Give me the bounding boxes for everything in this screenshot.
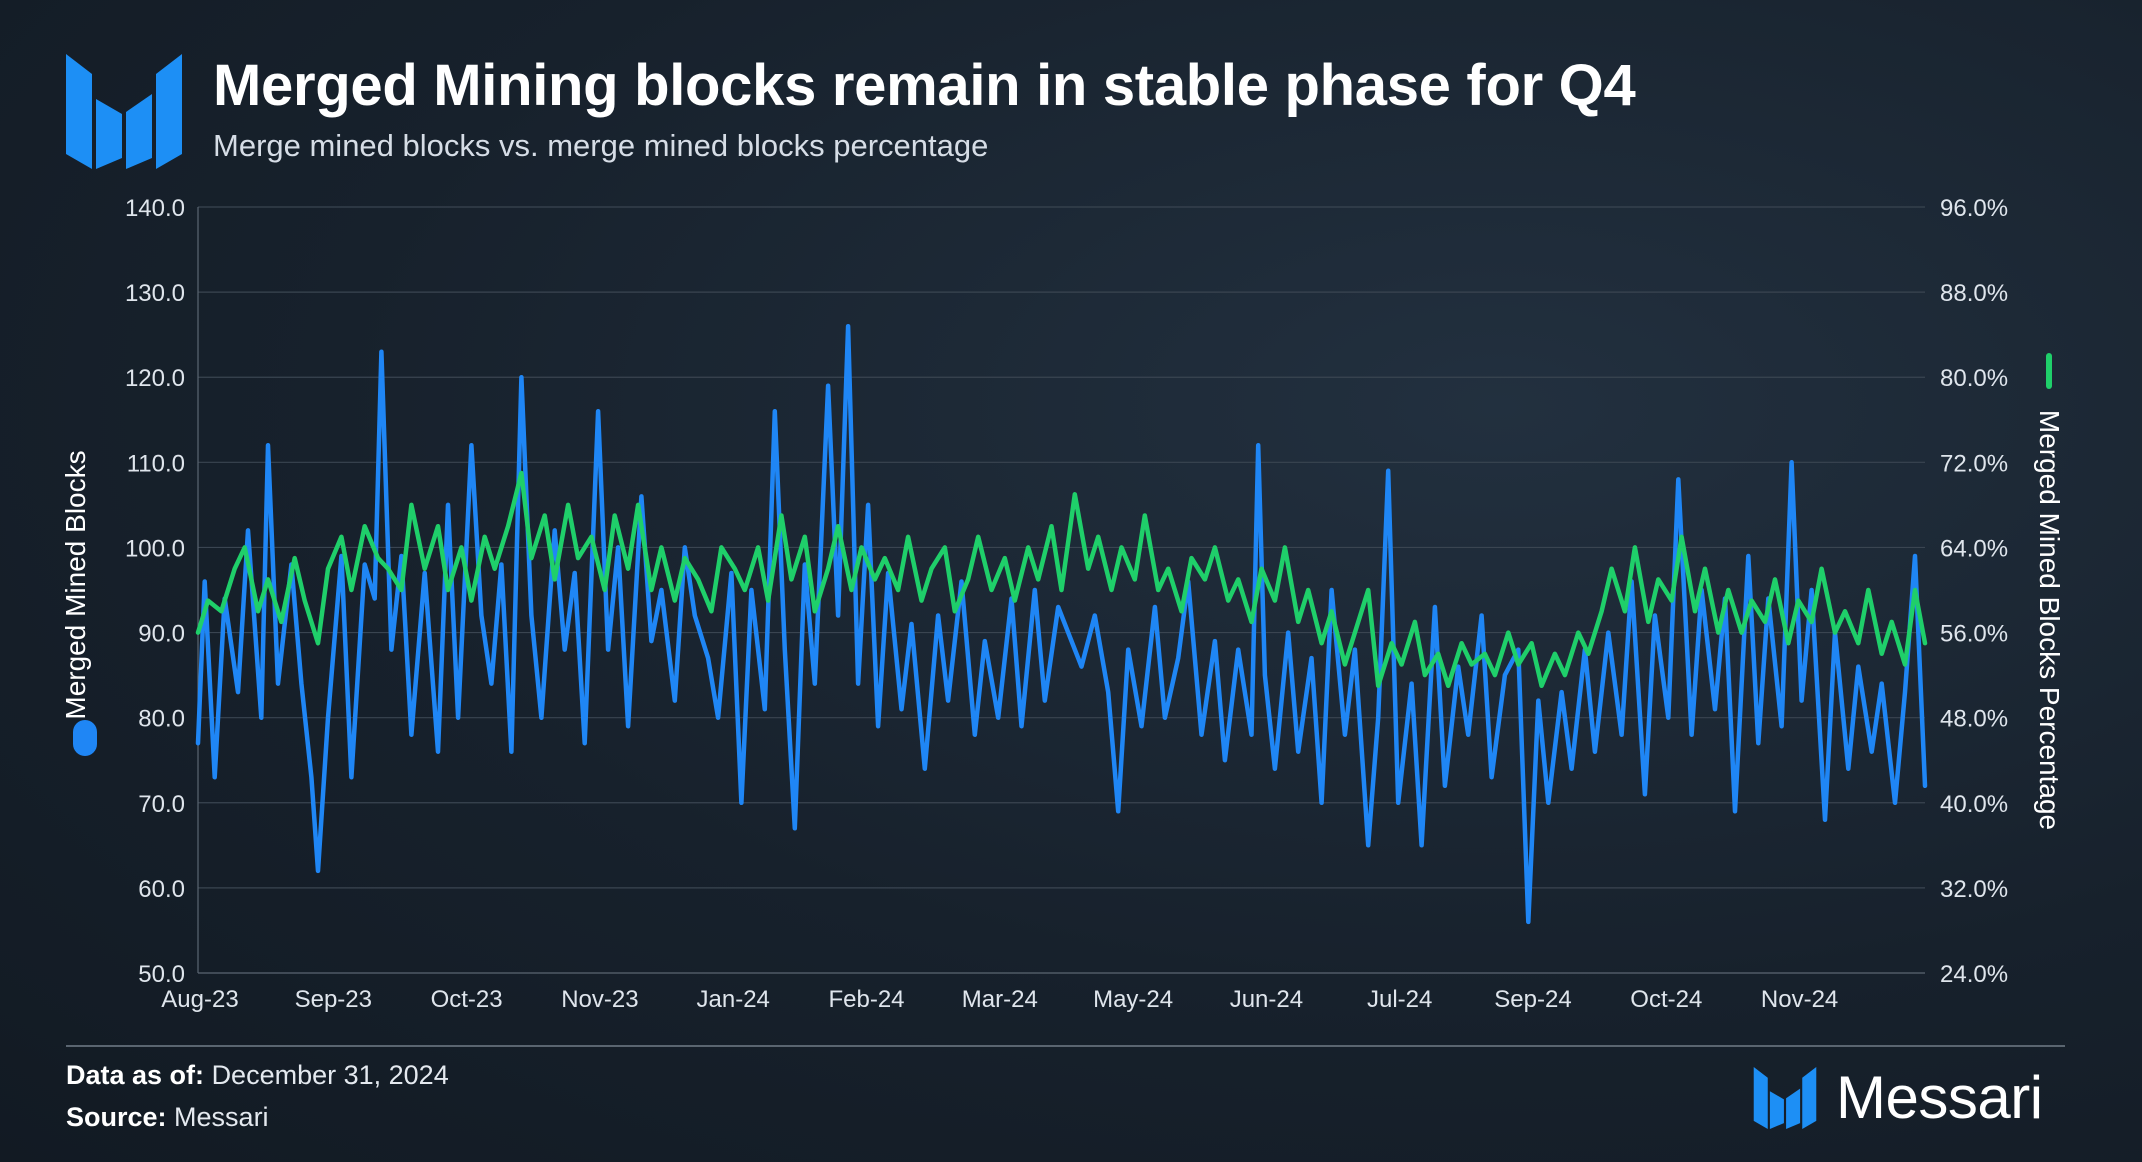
right-tick-label: 88.0%: [1940, 280, 2008, 307]
left-tick-label: 120.0: [125, 365, 185, 392]
left-tick-label: 60.0: [138, 876, 185, 903]
left-tick-label: 70.0: [138, 791, 185, 818]
gridlines: [197, 206, 1925, 974]
right-axis-legend-marker: [2046, 353, 2052, 389]
left-axis-label: Merged Mined Blocks: [60, 450, 91, 719]
chart-subtitle: Merge mined blocks vs. merge mined block…: [213, 128, 989, 163]
right-tick-label: 80.0%: [1940, 365, 2008, 392]
x-tick-label: Sep-24: [1494, 986, 1571, 1013]
series-line-merged-mined-blocks: [195, 323, 1928, 925]
left-tick-label: 110.0: [127, 450, 185, 477]
right-tick-label: 96.0%: [1940, 195, 2008, 222]
x-tick-label: May-24: [1093, 986, 1173, 1013]
left-tick-label: 130.0: [125, 280, 185, 307]
right-tick-label: 72.0%: [1940, 450, 2008, 477]
x-tick-label: Nov-23: [561, 986, 638, 1013]
x-tick-label: Jul-24: [1367, 986, 1432, 1013]
x-tick-label: Feb-24: [828, 986, 904, 1013]
right-tick-label: 32.0%: [1940, 876, 2008, 903]
right-tick-label: 48.0%: [1940, 706, 2008, 733]
left-tick-label: 50.0: [138, 961, 185, 988]
chart-title: Merged Mining blocks remain in stable ph…: [213, 53, 1636, 118]
data-as-of: Data as of: December 31, 2024: [66, 1060, 449, 1091]
x-axis-ticks: Aug-23 Sep-23 Oct-23 Nov-23 Jan-24 Feb-24 Mar-…: [161, 986, 1838, 1013]
x-tick-label: Oct-23: [431, 986, 503, 1013]
series-line-merged-mined-blocks-percentage: [195, 470, 1928, 689]
messari-logo-icon: [66, 54, 182, 169]
right-axis-label: Merged Mined Blocks Percentage: [2034, 410, 2065, 830]
left-tick-label: 140.0: [125, 195, 185, 222]
footer-divider: [66, 1045, 2065, 1047]
messari-m-icon: [1753, 1067, 1817, 1129]
x-tick-label: Jun-24: [1230, 986, 1303, 1013]
x-tick-label: Oct-24: [1630, 986, 1702, 1013]
source: Source: Messari: [66, 1102, 269, 1133]
x-tick-label: Jan-24: [697, 986, 770, 1013]
x-tick-label: Mar-24: [962, 986, 1038, 1013]
source-value: Messari: [174, 1102, 269, 1132]
left-tick-label: 90.0: [138, 621, 185, 648]
x-tick-label: Nov-24: [1761, 986, 1838, 1013]
right-axis-title: Merged Mined Blocks Percentage: [2034, 410, 2065, 830]
series-lines: [195, 323, 1928, 925]
source-label: Source:: [66, 1102, 167, 1132]
data-as-of-value: December 31, 2024: [211, 1060, 449, 1090]
x-tick-label: Sep-23: [295, 986, 372, 1013]
left-tick-label: 80.0: [138, 706, 185, 733]
right-tick-label: 24.0%: [1940, 961, 2008, 988]
left-tick-label: 100.0: [125, 535, 185, 562]
left-axis-title: Merged Mined Blocks: [60, 450, 91, 719]
brand-name: Messari: [1836, 1064, 2043, 1131]
right-tick-label: 40.0%: [1940, 791, 2008, 818]
brand-logo: Messari: [1752, 1066, 2043, 1130]
right-axis-ticks: 24.0% 32.0% 40.0% 48.0% 56.0% 64.0% 72.0% 80.0%…: [1940, 195, 2008, 988]
left-axis-legend-marker: [73, 720, 97, 756]
x-tick-label: Aug-23: [161, 986, 238, 1013]
right-tick-label: 56.0%: [1940, 621, 2008, 648]
right-tick-label: 64.0%: [1940, 535, 2008, 562]
data-as-of-label: Data as of:: [66, 1060, 205, 1090]
left-axis-ticks: 50.0 60.0 70.0 80.0 90.0 100.0 110.0 120.0 130.0…: [125, 195, 185, 988]
